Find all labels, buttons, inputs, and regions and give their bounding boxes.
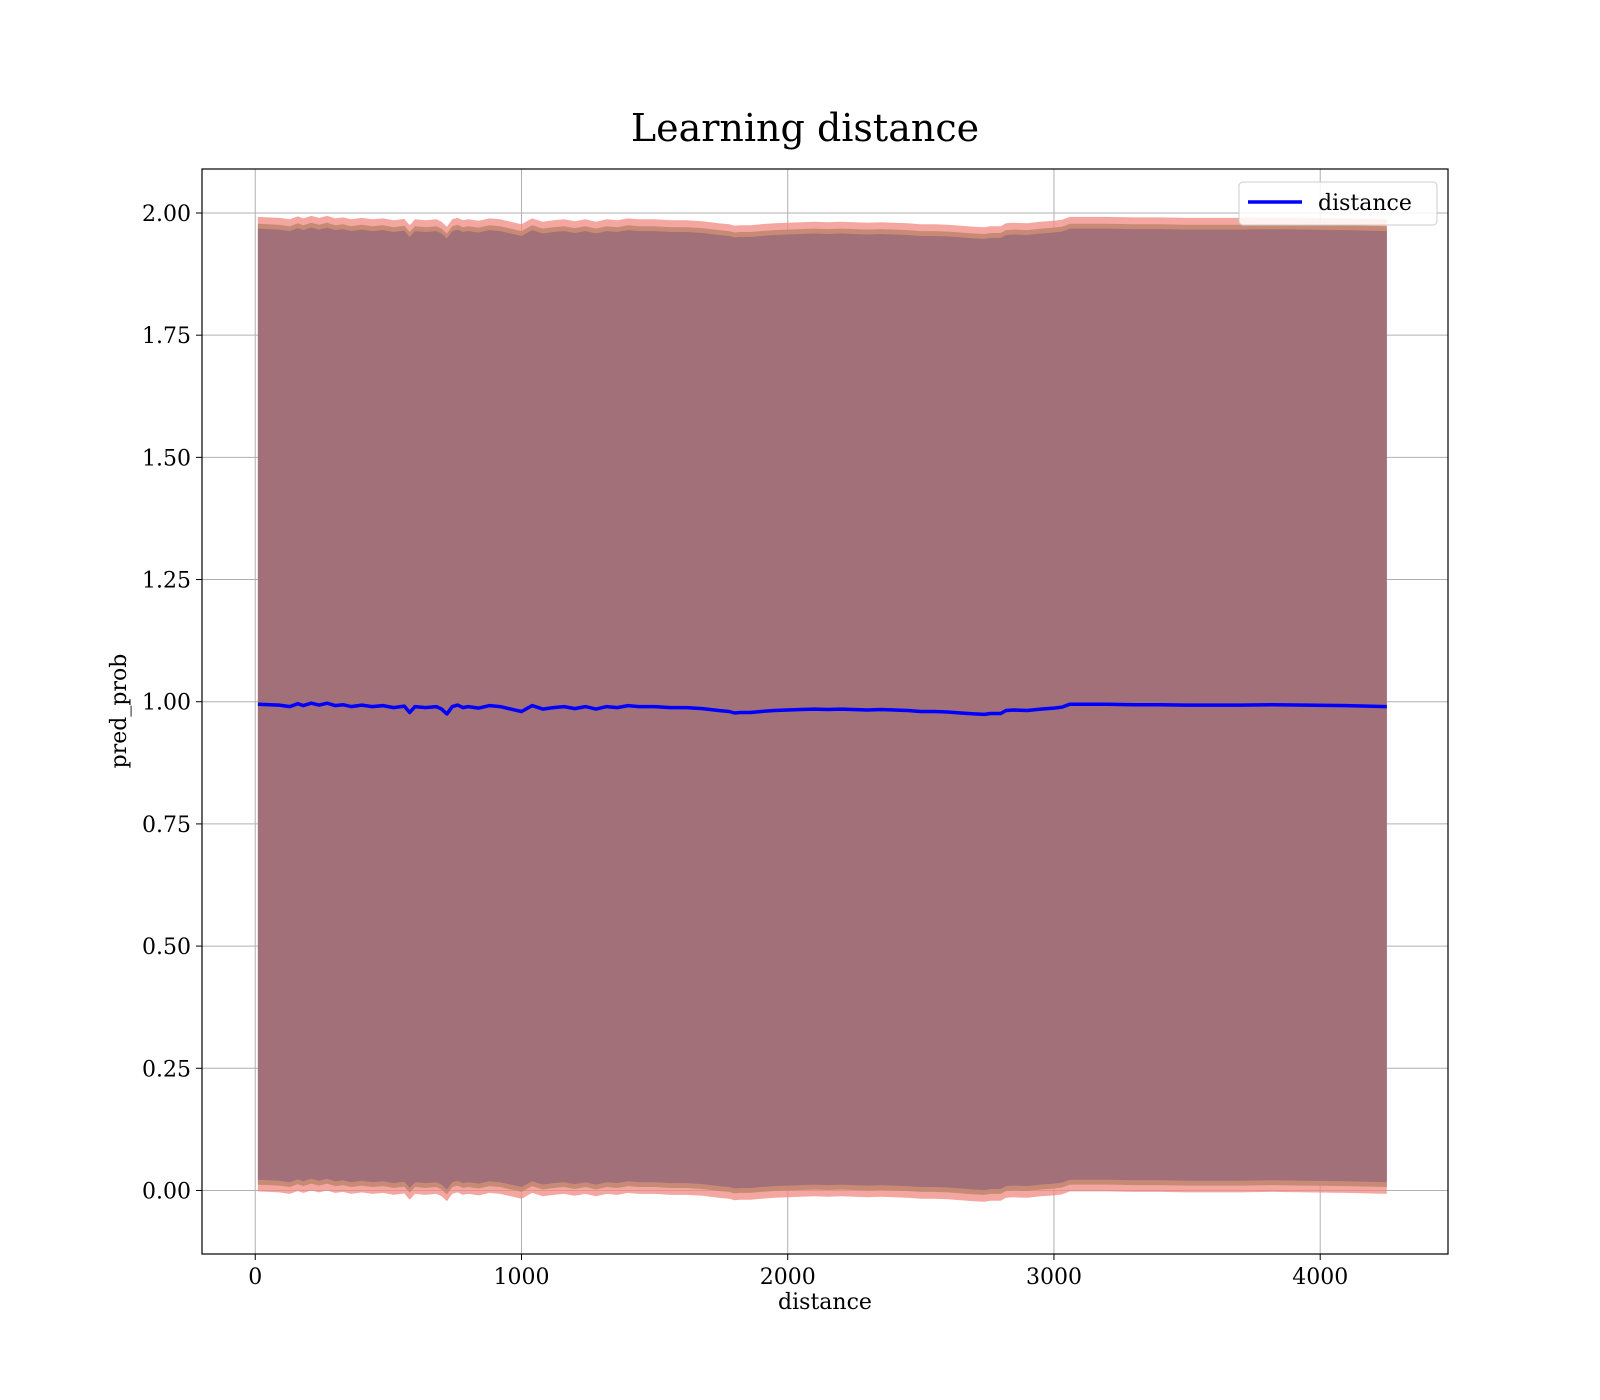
x-tick-label: 1000 bbox=[493, 1265, 549, 1290]
x-axis-label: distance bbox=[778, 1290, 872, 1315]
y-tick-label: 0.50 bbox=[142, 935, 191, 960]
y-axis-label: pred_prob bbox=[107, 654, 132, 769]
y-axis-ticks: 0.00 0.25 0.50 0.75 1.00 1.25 1.50 1.75 2.00 bbox=[142, 202, 202, 1204]
y-tick-label: 0.75 bbox=[142, 813, 191, 838]
legend-label: distance bbox=[1318, 191, 1412, 216]
x-tick-label: 4000 bbox=[1292, 1265, 1348, 1290]
y-tick-label: 1.50 bbox=[142, 446, 191, 471]
y-tick-label: 1.75 bbox=[142, 324, 191, 349]
y-tick-label: 0.25 bbox=[142, 1057, 191, 1082]
legend: distance bbox=[1238, 181, 1438, 226]
series-line-group bbox=[257, 701, 1387, 717]
x-axis-ticks: 0 1000 2000 3000 4000 bbox=[248, 1254, 1348, 1290]
y-tick-label: 1.00 bbox=[142, 691, 191, 716]
x-tick-label: 0 bbox=[248, 1265, 262, 1290]
plot-frame bbox=[201, 168, 1449, 1255]
chart-title: Learning distance bbox=[631, 106, 979, 150]
y-tick-label: 0.00 bbox=[142, 1179, 191, 1204]
y-tick-label: 1.25 bbox=[142, 569, 191, 594]
legend-box bbox=[1238, 181, 1438, 226]
x-tick-label: 3000 bbox=[1026, 1265, 1082, 1290]
y-tick-label: 2.00 bbox=[142, 202, 191, 227]
x-tick-label: 2000 bbox=[760, 1265, 816, 1290]
series-line-distance bbox=[257, 701, 1387, 717]
